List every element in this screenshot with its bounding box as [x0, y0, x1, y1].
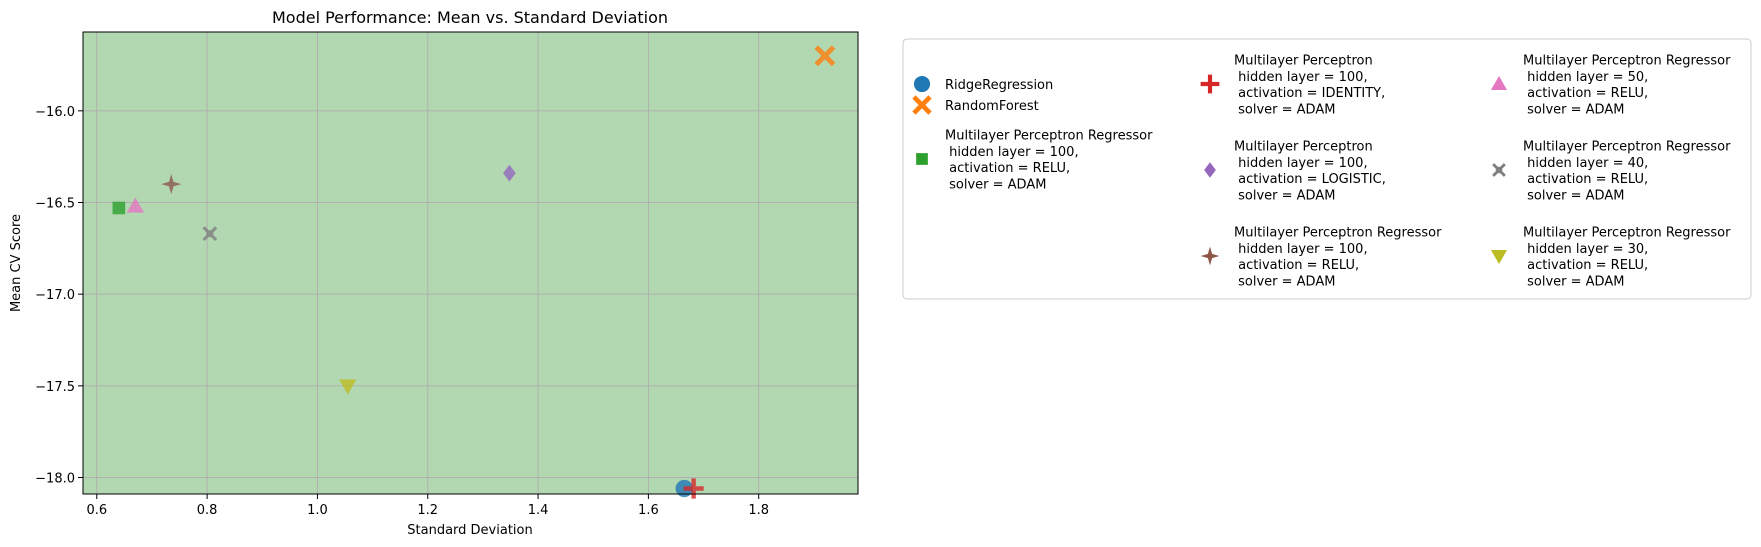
legend-label: solver = ADAM — [1234, 102, 1335, 117]
legend-label: solver = ADAM — [945, 177, 1046, 192]
legend-label: Multilayer Perceptron Regressor — [1523, 226, 1731, 241]
legend-label: activation = RELU, — [1523, 86, 1648, 101]
x-tick-label: 1.8 — [748, 503, 769, 518]
legend-label: solver = ADAM — [1234, 274, 1335, 289]
data-point — [814, 45, 836, 67]
legend-frame — [902, 38, 1752, 300]
x-tick-label: 0.6 — [86, 503, 107, 518]
legend-entry: Multilayer Perceptron Regressor hidden l… — [1492, 140, 1731, 203]
legend-marker — [1204, 162, 1216, 178]
legend-marker — [1200, 246, 1220, 266]
data-point — [126, 197, 145, 213]
legend-entry: Multilayer Perceptron Regressor hidden l… — [916, 129, 1153, 192]
legend-label: Multilayer Perceptron Regressor — [1523, 140, 1731, 155]
legend-entry: RidgeRegression — [913, 75, 1053, 93]
legend-label: Multilayer Perceptron Regressor — [1523, 54, 1731, 69]
legend-marker — [1490, 75, 1508, 91]
legend-label: activation = RELU, — [1523, 172, 1648, 187]
legend-marker — [1492, 163, 1506, 177]
legend-label: solver = ADAM — [1523, 188, 1624, 203]
legend-label: Multilayer Perceptron Regressor — [945, 129, 1153, 144]
data-point — [112, 201, 126, 215]
plot-area — [83, 32, 858, 494]
legend-entry: Multilayer Perceptron Regressor hidden l… — [1200, 226, 1442, 289]
legend-entry: Multilayer Perceptron hidden layer = 100… — [1204, 140, 1386, 203]
y-tick-label: −16.5 — [35, 197, 75, 212]
y-tick-label: −17.5 — [35, 380, 75, 395]
legend-label: Multilayer Perceptron — [1234, 54, 1373, 69]
data-points — [112, 45, 836, 499]
data-point — [339, 379, 357, 395]
x-tick-label: 1.0 — [307, 503, 328, 518]
legend-label: hidden layer = 100, — [945, 145, 1079, 160]
legend-label: Multilayer Perceptron Regressor — [1234, 226, 1442, 241]
plot-frame — [82, 31, 859, 495]
legend-marker — [1200, 74, 1220, 94]
legend-label: hidden layer = 100, — [1234, 242, 1368, 257]
legend-label: hidden layer = 100, — [1234, 156, 1368, 171]
x-tick-label: 1.4 — [528, 503, 549, 518]
legend-marker — [912, 95, 932, 115]
legend-marker — [1490, 249, 1508, 265]
legend-label: hidden layer = 30, — [1523, 242, 1648, 257]
axis-ticks: 0.6 0.8 1.0 1.2 1.4 1.6 1.8 −16.0 −16.5 −17.0 −17.… — [35, 105, 769, 518]
legend-marker — [916, 153, 928, 165]
legend-entry: Multilayer Perceptron Regressor hidden l… — [1490, 54, 1731, 117]
x-tick-label: 1.2 — [417, 503, 438, 518]
y-tick-label: −16.0 — [35, 105, 75, 120]
chart-title: Model Performance: Mean vs. Standard Dev… — [272, 8, 668, 27]
x-tick-label: 0.8 — [197, 503, 218, 518]
legend-label: activation = IDENTITY, — [1234, 86, 1385, 101]
legend-label: activation = RELU, — [1234, 258, 1359, 273]
data-point — [503, 164, 516, 182]
legend-label: Multilayer Perceptron — [1234, 140, 1373, 155]
legend-label: solver = ADAM — [1523, 102, 1624, 117]
legend-label: activation = RELU, — [945, 161, 1070, 176]
legend-label: hidden layer = 50, — [1523, 70, 1648, 85]
data-point — [683, 478, 704, 499]
legend-marker — [913, 75, 931, 93]
legend: RidgeRegression RandomForest Multilayer Pe… — [902, 38, 1752, 300]
y-axis-label: Mean CV Score — [9, 214, 24, 312]
legend-entry: Multilayer Perceptron Regressor hidden l… — [1490, 226, 1731, 289]
legend-label: solver = ADAM — [1523, 274, 1624, 289]
grid-lines — [83, 32, 858, 494]
data-point — [161, 174, 182, 195]
legend-label: activation = RELU, — [1523, 258, 1648, 273]
legend-label: RidgeRegression — [945, 78, 1053, 93]
x-tick-label: 1.6 — [638, 503, 659, 518]
data-point — [202, 226, 218, 242]
legend-label: hidden layer = 100, — [1234, 70, 1368, 85]
legend-entry: Multilayer Perceptron hidden layer = 100… — [1200, 54, 1385, 117]
legend-entry: RandomForest — [912, 95, 1039, 115]
legend-label: solver = ADAM — [1234, 188, 1335, 203]
y-tick-label: −18.0 — [35, 472, 75, 487]
legend-label: activation = LOGISTIC, — [1234, 172, 1386, 187]
x-axis-label: Standard Deviation — [407, 523, 532, 538]
y-tick-label: −17.0 — [35, 288, 75, 303]
legend-label: hidden layer = 40, — [1523, 156, 1648, 171]
legend-label: RandomForest — [945, 99, 1039, 114]
